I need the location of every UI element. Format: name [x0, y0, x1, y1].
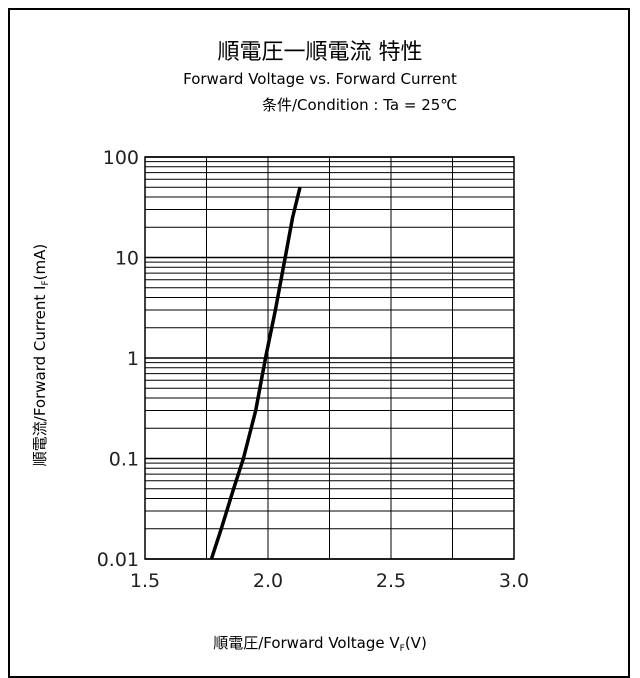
y-tick-label: 100	[103, 147, 139, 169]
plot-area-border	[144, 156, 515, 560]
y-axis-label-unit: (mA)	[31, 243, 49, 281]
y-axis-label-text: 順電流/Forward Current I	[31, 285, 49, 467]
x-tick-label: 2.0	[253, 570, 283, 592]
y-axis-label-subscript: F	[41, 280, 51, 286]
x-axis-label-subscript: F	[399, 644, 405, 654]
y-tick-label: 0.1	[109, 449, 139, 471]
x-axis-label-text: 順電圧/Forward Voltage V	[213, 634, 400, 652]
chart-subtitle: Forward Voltage vs. Forward Current	[183, 70, 457, 88]
x-tick-label: 2.5	[376, 570, 406, 592]
x-tick-label: 3.0	[499, 570, 529, 592]
x-axis-label-unit: (V)	[404, 634, 427, 652]
y-tick-label: 10	[115, 248, 139, 270]
chart-title: 順電圧一順電流 特性	[217, 40, 423, 65]
y-tick-label: 1	[127, 348, 139, 370]
x-axis-label: 順電圧/Forward Voltage VF(V)	[0, 632, 640, 654]
forward-current-curve	[209, 186, 302, 560]
chart-condition: 条件/Condition : Ta = 25℃	[262, 96, 458, 114]
y-tick-label: 0.01	[97, 549, 139, 571]
y-axis-label: 順電流/Forward Current IF(mA)	[29, 244, 51, 466]
x-tick-label: 1.5	[130, 570, 160, 592]
